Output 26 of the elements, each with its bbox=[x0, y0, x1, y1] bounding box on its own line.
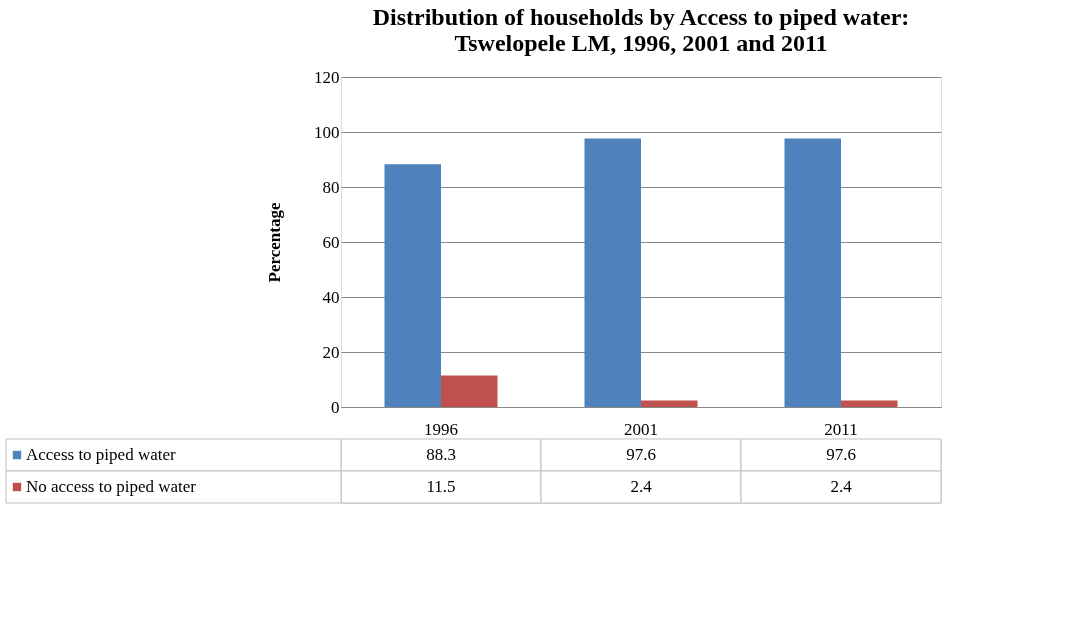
data-label: 2.4 bbox=[630, 477, 653, 496]
bar bbox=[384, 164, 441, 407]
y-axis-title: Percentage bbox=[265, 202, 284, 283]
y-tick-label: 60 bbox=[322, 232, 340, 252]
x-tick-label: 1996 bbox=[424, 419, 458, 439]
data-label: 97.6 bbox=[626, 445, 656, 464]
legend-label: No access to piped water bbox=[26, 477, 197, 496]
y-tick-label: 40 bbox=[322, 287, 340, 307]
legend-label: Access to piped water bbox=[26, 445, 176, 464]
data-label: 88.3 bbox=[426, 445, 456, 464]
y-tick-label: 0 bbox=[331, 397, 340, 417]
bar bbox=[841, 400, 898, 407]
x-tick-label: 2011 bbox=[824, 419, 858, 439]
bar bbox=[441, 375, 498, 407]
data-label: 2.4 bbox=[830, 477, 853, 496]
chart-title: Distribution of households by Access to piped water: Tswelopele LM, 1996, 2001 and 2011 bbox=[372, 4, 910, 56]
y-tick-label: 120 bbox=[314, 67, 340, 87]
data-label: 11.5 bbox=[426, 477, 456, 496]
bar bbox=[641, 400, 698, 407]
y-tick-label: 20 bbox=[322, 342, 340, 362]
y-tick-label: 100 bbox=[314, 122, 340, 142]
bar bbox=[584, 138, 641, 407]
y-tick-label: 80 bbox=[322, 177, 340, 197]
data-label: 97.6 bbox=[826, 445, 856, 464]
bar bbox=[784, 138, 841, 407]
x-tick-label: 2001 bbox=[624, 419, 658, 439]
